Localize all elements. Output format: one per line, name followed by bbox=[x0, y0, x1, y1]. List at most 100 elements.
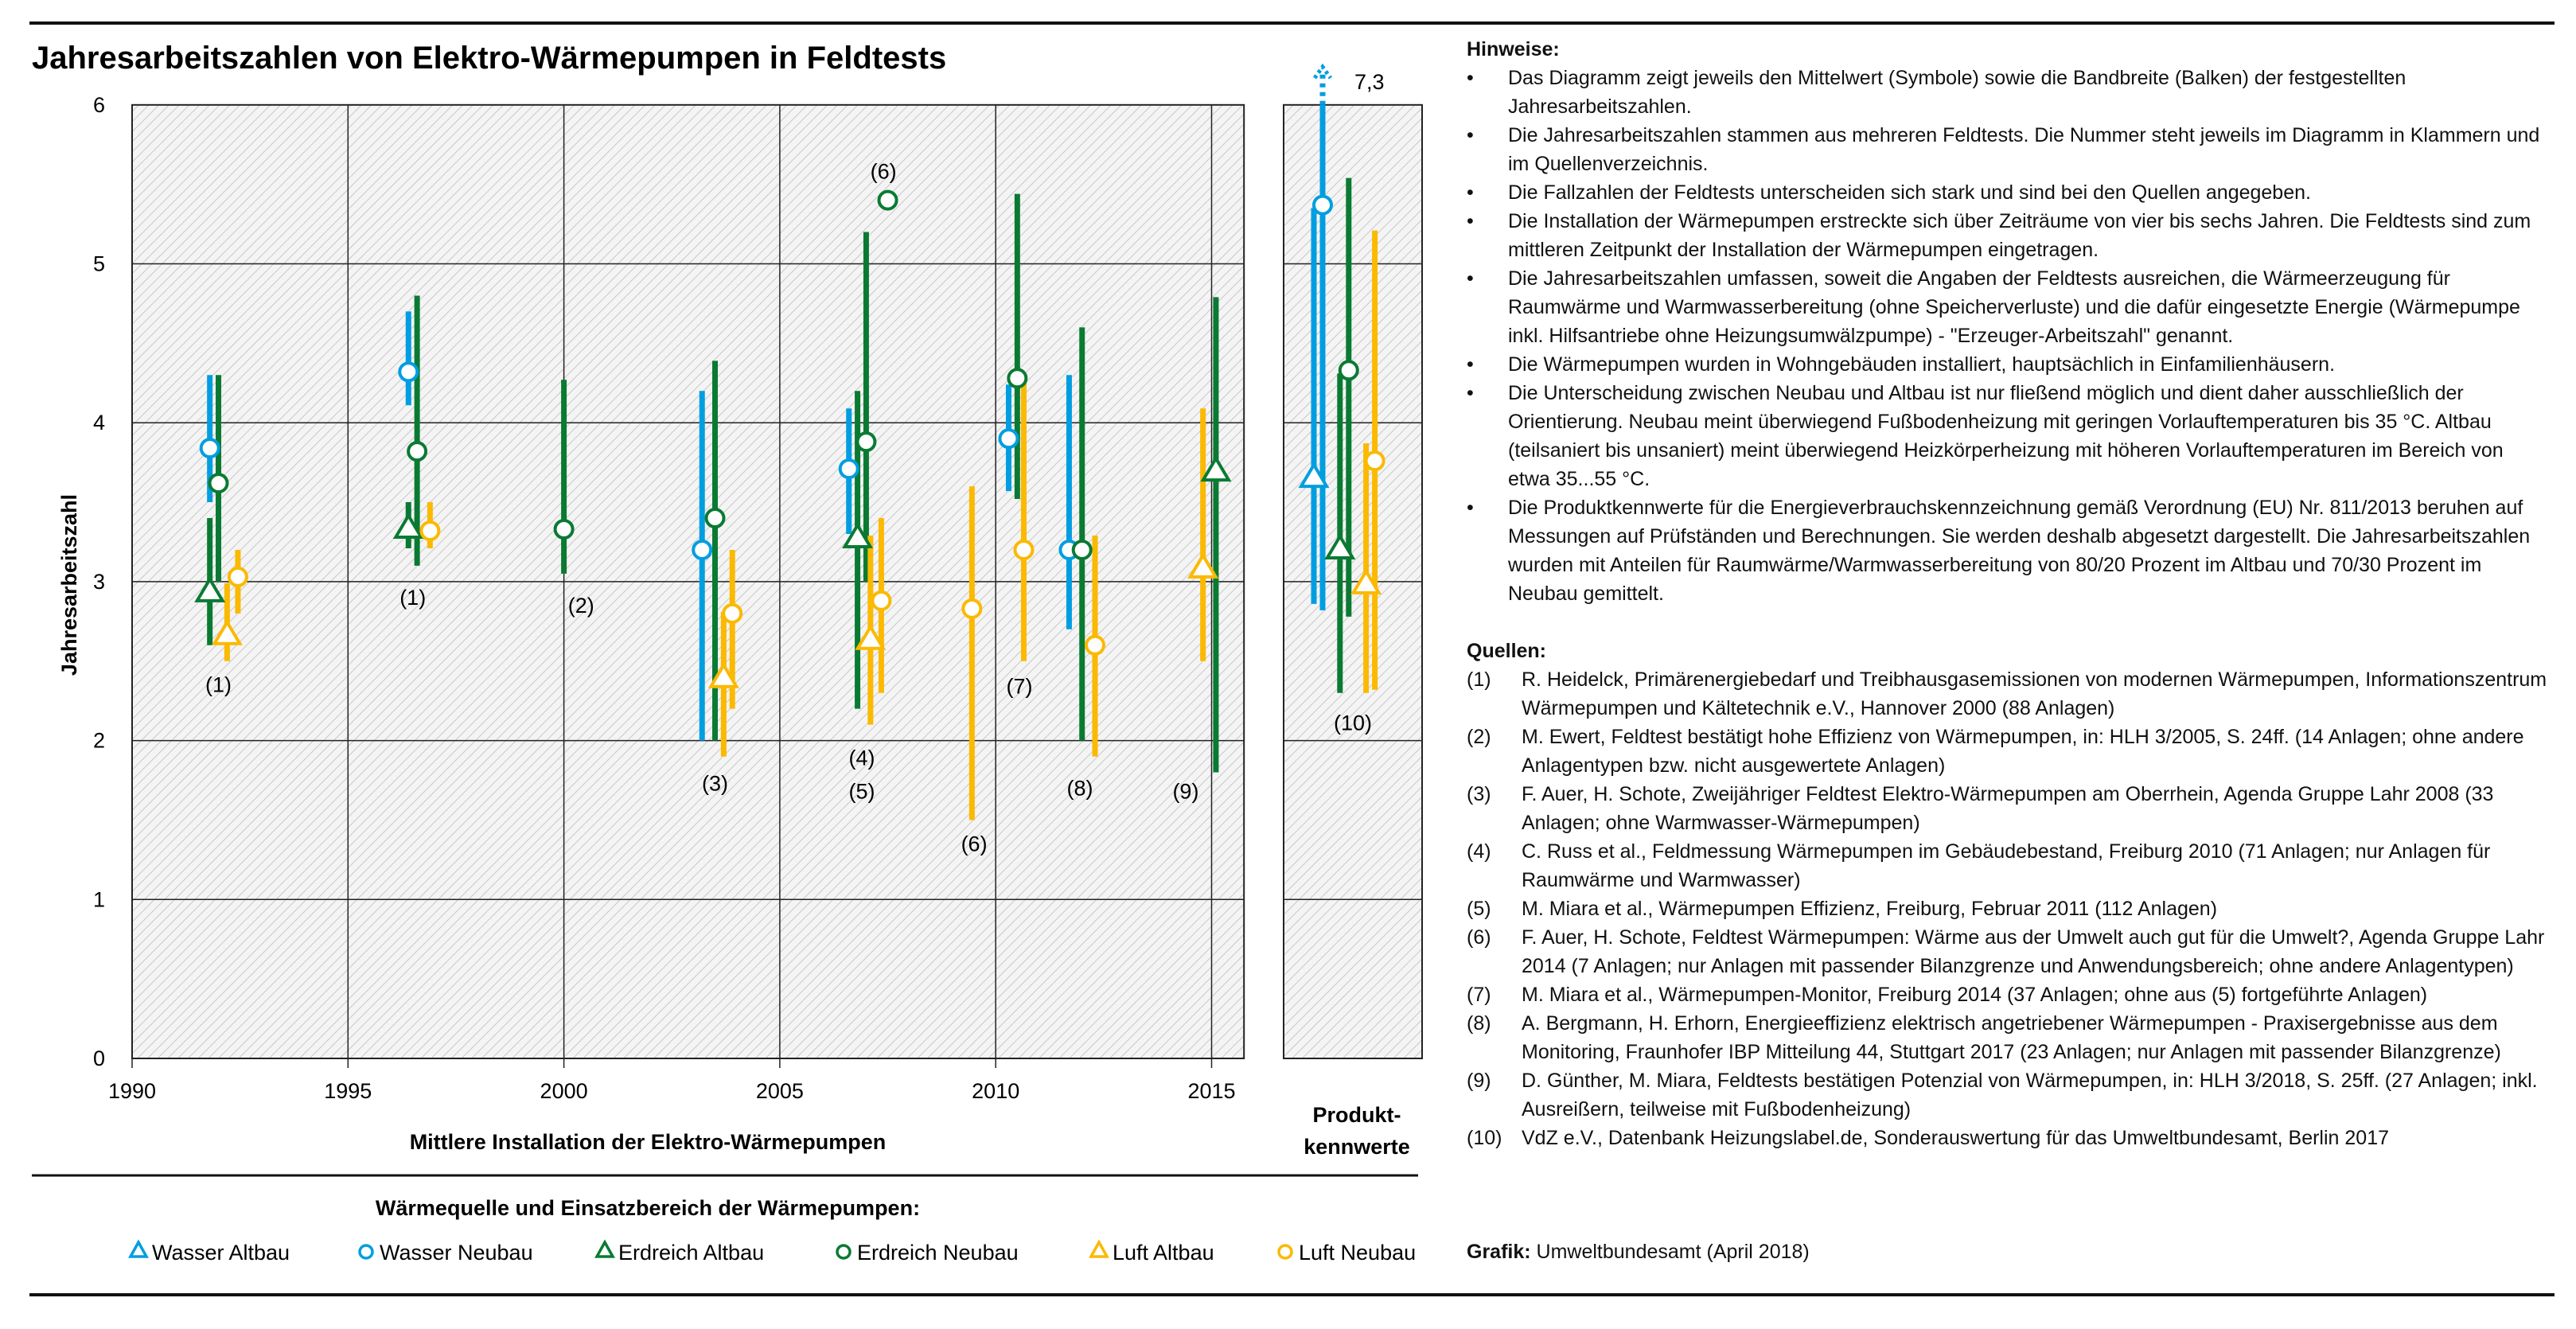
source-number: (3) bbox=[1467, 783, 1491, 805]
source-label: (6) bbox=[871, 160, 897, 184]
top-rule bbox=[29, 21, 2555, 25]
y-tick-label: 6 bbox=[93, 93, 105, 117]
product-mean-marker-luft-neubau bbox=[1364, 450, 1385, 472]
x-tick-label: 1995 bbox=[324, 1079, 372, 1103]
source-text: M. Ewert, Feldtest bestätigt hohe Effizi… bbox=[1522, 726, 2524, 777]
x-tick-label: 1990 bbox=[108, 1079, 156, 1103]
note-item: Die Unterscheidung zwischen Neubau und A… bbox=[1467, 379, 2549, 493]
legend-label: Wasser Neubau bbox=[380, 1241, 533, 1265]
source-label: (7) bbox=[1007, 675, 1033, 699]
note-item: Die Installation der Wärmepumpen erstrec… bbox=[1467, 207, 2549, 264]
mean-marker-erdreich-altbau bbox=[842, 522, 874, 548]
mean-marker-luft-neubau bbox=[722, 602, 743, 624]
y-tick-label: 1 bbox=[93, 887, 105, 911]
legend-label: Erdreich Neubau bbox=[857, 1241, 1019, 1265]
source-label: (2) bbox=[568, 594, 594, 618]
credit-text: Umweltbundesamt (April 2018) bbox=[1530, 1241, 1810, 1263]
mean-marker-luft-neubau bbox=[1013, 539, 1035, 560]
source-label: (3) bbox=[702, 772, 728, 796]
x-axis-title: Mittlere Installation der Elektro-Wärmep… bbox=[410, 1130, 887, 1154]
source-number: (5) bbox=[1467, 898, 1491, 920]
product-mean-marker-wasser-altbau bbox=[1298, 462, 1330, 489]
source-label: (1) bbox=[399, 586, 426, 610]
source-text: F. Auer, H. Schote, Feldtest Wärmepumpen… bbox=[1522, 926, 2545, 977]
mean-marker-erdreich-neubau bbox=[855, 431, 877, 453]
mean-marker-erdreich-neubau bbox=[1071, 539, 1093, 560]
mean-marker-luft-altbau bbox=[707, 661, 739, 688]
mean-marker-wasser-neubau bbox=[199, 438, 220, 459]
mean-marker-wasser-neubau bbox=[838, 458, 859, 480]
product-mean-marker-luft-altbau bbox=[1350, 567, 1382, 594]
legend-item-luft-altbau: Luft Altbau bbox=[1089, 1239, 1214, 1265]
note-item: Die Jahresarbeitszahlen stammen aus mehr… bbox=[1467, 121, 2549, 178]
overflow-label: 7,3 bbox=[1354, 70, 1385, 94]
legend-circle-icon bbox=[1277, 1244, 1293, 1260]
source-text: M. Miara et al., Wärmepumpen-Monitor, Fr… bbox=[1522, 984, 2428, 1006]
legend-item-wasser-altbau: Wasser Altbau bbox=[128, 1239, 290, 1265]
legend-item-wasser-neubau: Wasser Neubau bbox=[358, 1241, 533, 1265]
source-text: C. Russ et al., Feldmessung Wärmepumpen … bbox=[1522, 840, 2491, 891]
source-label: (8) bbox=[1067, 777, 1093, 801]
product-mean-marker-erdreich-altbau bbox=[1324, 533, 1356, 559]
source-number: (9) bbox=[1467, 1070, 1491, 1092]
note-item: Die Jahresarbeitszahlen umfassen, soweit… bbox=[1467, 264, 2549, 350]
y-tick-label: 2 bbox=[93, 729, 105, 753]
mean-marker-erdreich-neubau bbox=[407, 441, 428, 462]
mean-marker-luft-altbau bbox=[1187, 552, 1219, 579]
legend-triangle-icon bbox=[594, 1239, 615, 1258]
source-item: (7) M. Miara et al., Wärmepumpen-Monitor,… bbox=[1467, 980, 2549, 1009]
source-label: (6) bbox=[961, 832, 988, 855]
x-tick-label: 2015 bbox=[1187, 1079, 1235, 1103]
source-text: M. Miara et al., Wärmepumpen Effizienz, … bbox=[1522, 898, 2218, 920]
mean-marker-erdreich-altbau bbox=[1200, 455, 1232, 482]
mean-marker-erdreich-neubau bbox=[704, 508, 726, 529]
legend-label: Luft Neubau bbox=[1299, 1241, 1416, 1265]
x-tick-label: 2010 bbox=[972, 1079, 1019, 1103]
note-item: Die Fallzahlen der Feldtests unterscheid… bbox=[1467, 178, 2549, 207]
source-label: (1) bbox=[205, 673, 232, 697]
sources-heading: Quellen: bbox=[1467, 640, 1547, 662]
legend-item-erdreich-neubau: Erdreich Neubau bbox=[836, 1241, 1019, 1265]
source-number: (4) bbox=[1467, 840, 1491, 863]
legend-triangle-icon bbox=[1089, 1239, 1109, 1258]
credit-label: Grafik: bbox=[1467, 1241, 1531, 1263]
y-tick-label: 0 bbox=[93, 1046, 105, 1070]
mean-marker-erdreich-altbau bbox=[194, 575, 226, 602]
notes-heading: Hinweise: bbox=[1467, 38, 1560, 60]
mean-marker-luft-altbau bbox=[211, 618, 243, 645]
notes-list: Das Diagramm zeigt jeweils den Mittelwer… bbox=[1467, 64, 2549, 608]
mean-marker-luft-neubau bbox=[419, 520, 441, 541]
legend-circle-icon bbox=[836, 1244, 852, 1260]
product-mean-marker-wasser-neubau bbox=[1312, 194, 1333, 216]
product-mean-marker-erdreich-neubau bbox=[1338, 360, 1359, 381]
legend-label: Erdreich Altbau bbox=[618, 1241, 764, 1265]
mean-marker-erdreich-neubau bbox=[877, 189, 898, 211]
chart: Jahresarbeitszahlen von Elektro-Wärmepum… bbox=[32, 41, 1423, 1265]
product-panel-label-1: Produkt- bbox=[1313, 1103, 1401, 1127]
mean-marker-erdreich-altbau bbox=[392, 513, 424, 539]
product-panel-label-2: kennwerte bbox=[1304, 1135, 1410, 1159]
legend-circle-icon bbox=[358, 1244, 374, 1260]
legend-title: Wärmequelle und Einsatzbereich der Wärme… bbox=[376, 1196, 920, 1220]
overflow-arrow-icon bbox=[1312, 63, 1333, 80]
source-text: R. Heidelck, Primärenergiebedarf und Tre… bbox=[1522, 668, 2547, 719]
legend-label: Luft Altbau bbox=[1113, 1241, 1214, 1265]
y-tick-label: 3 bbox=[93, 570, 105, 594]
source-number: (10) bbox=[1467, 1127, 1502, 1149]
mean-marker-luft-altbau bbox=[855, 623, 887, 650]
source-number: (8) bbox=[1467, 1012, 1491, 1035]
x-tick-label: 2000 bbox=[540, 1079, 588, 1103]
source-label: (5) bbox=[848, 780, 875, 804]
source-number: (7) bbox=[1467, 984, 1491, 1006]
source-item: (9) D. Günther, M. Miara, Feldtests bestä… bbox=[1467, 1066, 2549, 1124]
y-axis-title: Jahresarbeitszahl bbox=[57, 494, 81, 676]
y-tick-label: 4 bbox=[93, 411, 105, 435]
notes-panel: Hinweise: Das Diagramm zeigt jeweils den… bbox=[1467, 35, 2549, 608]
source-text: D. Günther, M. Miara, Feldtests bestätig… bbox=[1522, 1070, 2538, 1120]
mean-marker-wasser-neubau bbox=[692, 539, 713, 560]
source-label: (9) bbox=[1172, 780, 1198, 804]
legend-item-erdreich-altbau: Erdreich Altbau bbox=[594, 1239, 764, 1265]
y-tick-label: 5 bbox=[93, 252, 105, 276]
source-item: (8) A. Bergmann, H. Erhorn, Energieeffizi… bbox=[1467, 1009, 2549, 1066]
source-item: (4) C. Russ et al., Feldmessung Wärmepump… bbox=[1467, 837, 2549, 894]
